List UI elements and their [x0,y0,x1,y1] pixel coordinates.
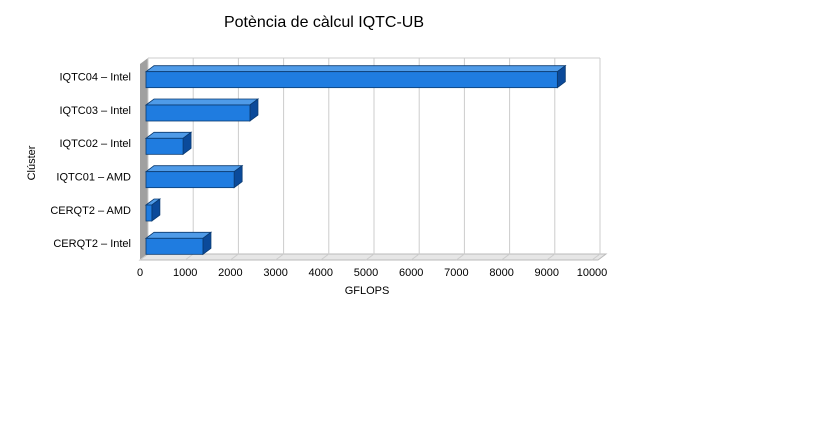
bar [144,131,193,156]
y-tick-label: IQTC03 – Intel [59,105,131,117]
y-tick-label: IQTC01 – AMD [56,172,131,184]
x-tick-label: 2000 [218,267,242,279]
bar-face [144,65,567,73]
grid-line [320,253,330,261]
bar-face [144,165,244,173]
x-tick-label: 4000 [309,267,333,279]
bar-face [145,204,153,222]
y-tick-label: CERQT2 – AMD [50,205,131,217]
grid-line [546,253,556,261]
x-tick-label: 6000 [399,267,423,279]
grid-line [230,253,239,261]
y-tick-label: IQTC02 – Intel [59,138,131,150]
grid-line [410,253,420,261]
y-axis-label: Clúster [26,145,38,180]
grid-line [501,253,510,261]
grid-line [275,253,284,261]
x-axis-label: GFLOPS [345,285,390,297]
grid-line [365,253,375,261]
y-tick-label: CERQT2 – Intel [53,238,131,250]
bar-face [145,71,558,89]
x-tick-label: 9000 [535,267,559,279]
bar [144,64,567,89]
grid-line [456,253,465,261]
bar-face [145,237,204,255]
x-tick-label: 0 [137,267,143,279]
bar-face [145,104,251,122]
x-tick-label: 10000 [577,267,608,279]
side-wall [140,58,148,260]
y-tick-label: IQTC04 – Intel [59,72,131,84]
grid-line [591,253,601,261]
x-tick-label: 5000 [354,267,378,279]
bar-face [145,137,184,155]
x-tick-label: 7000 [444,267,468,279]
bar [144,231,213,256]
x-tick-label: 1000 [173,267,197,279]
bar-face [145,171,235,189]
bar-face [144,98,260,106]
chart-title: Potència de càlcul IQTC-UB [224,14,424,31]
bar-face [144,231,213,239]
x-tick-label: 8000 [489,267,513,279]
x-tick-label: 3000 [263,267,287,279]
grid-line [139,253,149,261]
bar [144,164,244,189]
grid-line [184,253,194,261]
bar [144,198,162,222]
bar [144,98,260,122]
